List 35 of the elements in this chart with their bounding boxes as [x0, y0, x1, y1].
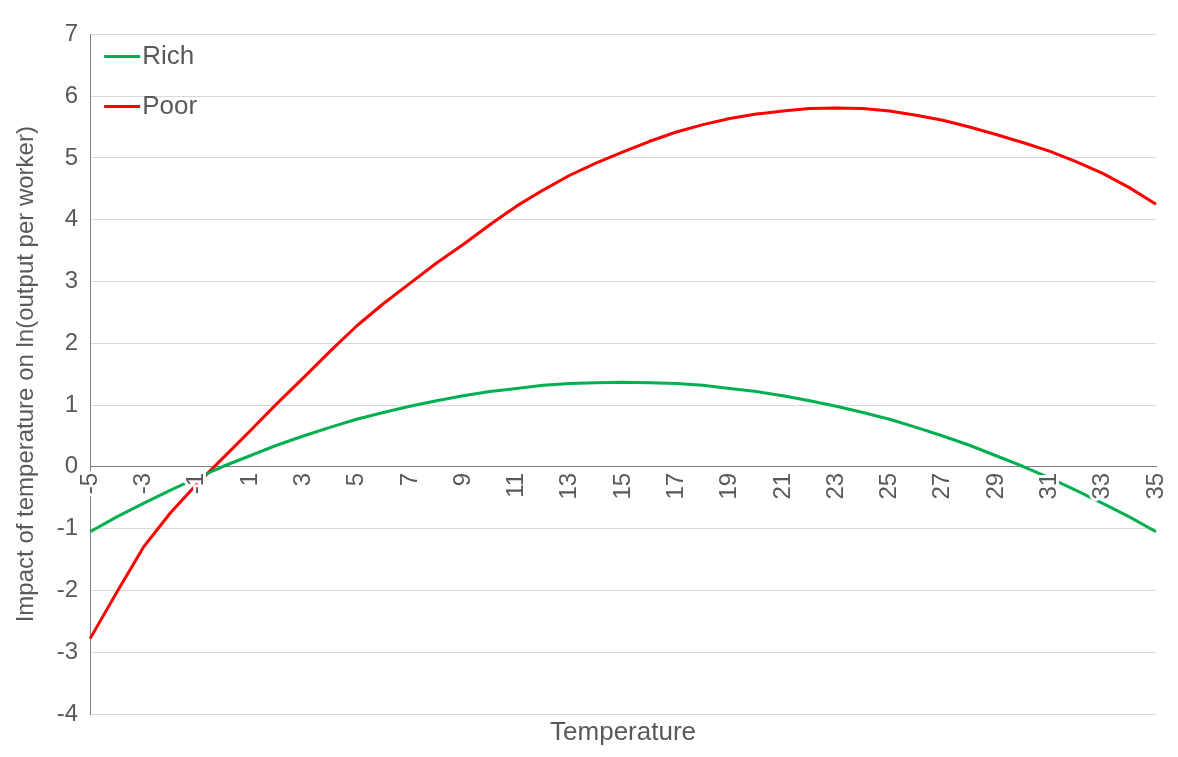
x-axis-title: Temperature: [550, 716, 697, 747]
y-tick-label: 5: [64, 142, 79, 170]
x-tick-label: 3: [287, 472, 315, 487]
x-tick-label: 1: [234, 472, 262, 487]
x-tick-label: -1: [181, 472, 209, 495]
legend-label: Rich: [142, 39, 195, 70]
x-tick-label: 33: [1087, 472, 1115, 500]
x-tick-label: 23: [820, 472, 848, 500]
y-tick-label: 4: [64, 204, 79, 232]
x-tick-label: 9: [447, 472, 475, 487]
x-tick-label: 35: [1140, 472, 1168, 500]
legend-label: Poor: [142, 89, 198, 120]
x-tick-label: 21: [767, 472, 795, 500]
x-tick-label: 7: [394, 472, 422, 487]
x-tick-label: -3: [128, 472, 156, 495]
x-tick-label: 17: [660, 472, 688, 500]
y-tick-label: -3: [56, 636, 79, 664]
x-tick-label: 11: [501, 472, 529, 498]
x-tick-label: 19: [714, 472, 742, 500]
y-tick-label: 2: [64, 327, 79, 355]
x-tick-label: 5: [341, 472, 369, 487]
y-tick-label: 6: [64, 80, 79, 108]
y-tick-label: 1: [64, 389, 79, 417]
y-axis-title: Impact of temperature on ln(output per worker): [11, 126, 39, 623]
y-tick-label: -1: [56, 513, 79, 541]
x-tick-label: 13: [554, 472, 582, 500]
y-tick-label: -4: [56, 698, 79, 726]
y-tick-label: 3: [64, 266, 79, 294]
x-tick-label: 29: [980, 472, 1008, 500]
x-tick-label: 15: [607, 472, 635, 500]
y-tick-label: -2: [56, 575, 79, 603]
y-tick-label: 7: [64, 19, 79, 47]
x-tick-label: 31: [1034, 472, 1062, 500]
x-tick-label: 27: [927, 472, 955, 500]
x-tick-label: 25: [874, 472, 902, 500]
